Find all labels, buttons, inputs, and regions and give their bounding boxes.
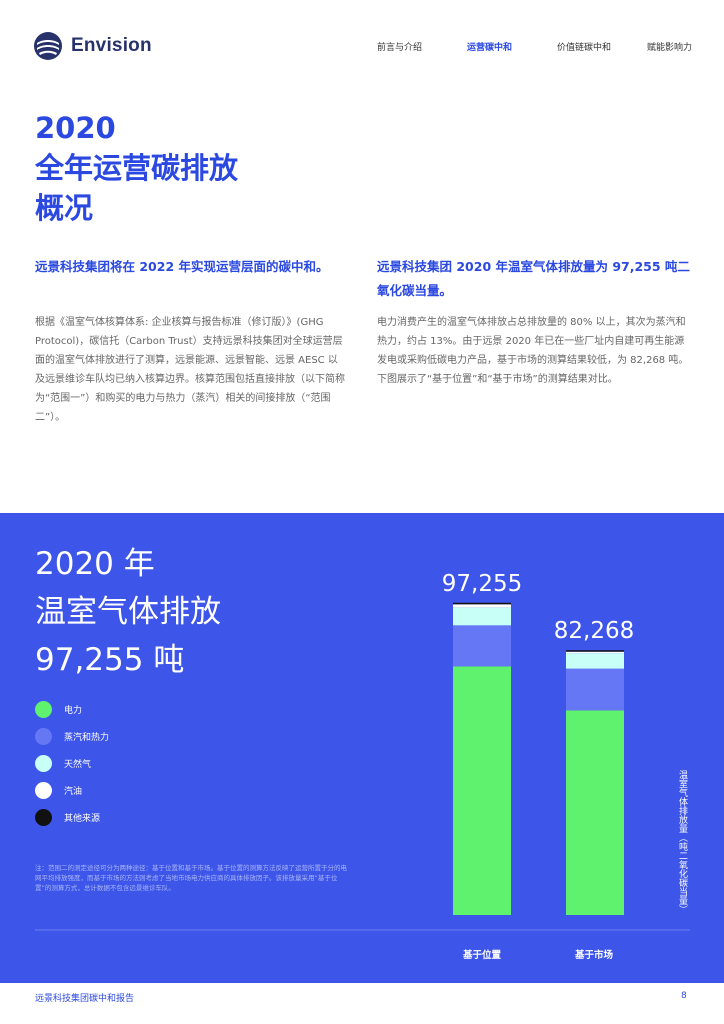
nav-item-operations[interactable]: 运营碳中和: [467, 43, 513, 53]
page-title-line: 概况: [35, 191, 94, 225]
page-title-line: 全年运营碳排放: [35, 151, 239, 185]
category-label: 基于位置: [462, 949, 502, 961]
legend-label: 蒸汽和热力: [64, 732, 110, 743]
legend-item-gasoline: 汽油: [35, 781, 109, 799]
nav-item-value-chain[interactable]: 价值链碳中和: [557, 43, 612, 53]
panel-heading-line: 2020 年: [35, 546, 155, 582]
bar-total-label: 97,255: [442, 571, 522, 597]
legend-item-electricity: 电力: [35, 700, 109, 718]
left-lead: 远景科技集团将在 2022 年实现运营层面的碳中和。: [35, 259, 329, 274]
legend-label: 天然气: [64, 759, 92, 770]
methodology-note: 注：范围二的测定途径可分为两种途径：基于位置和基于市场。基于位置的测算方法反映了…: [35, 864, 347, 892]
bar-segment: [566, 668, 624, 711]
left-body: 根据《温室气体核算体系: 企业核算与报告标准（修订版）》(GHG Protoco…: [35, 317, 345, 423]
bar-segment: [566, 710, 624, 915]
bar-segment: [566, 651, 624, 654]
nav-item-intro[interactable]: 前言与介绍: [377, 43, 423, 53]
bar-segment: [566, 653, 624, 669]
right-body: 电力消费产生的温室气体排放占总排放量的 80% 以上，其次为蒸汽和热力，约占 1…: [377, 317, 689, 385]
chart-legend: 电力 蒸汽和热力 天然气 汽油 其他来源: [35, 700, 109, 835]
y-axis-title: 温室气体排放量（吨二氧化碳当量）: [677, 770, 687, 914]
legend-dot: [35, 754, 52, 772]
legend-dot: [35, 781, 52, 799]
envision-logo-icon: [34, 32, 62, 60]
top-nav: 前言与介绍 运营碳中和 价值链碳中和 赋能影响力: [0, 40, 724, 56]
legend-dot: [35, 700, 52, 718]
bar-segment: [453, 607, 511, 626]
legend-label: 其他来源: [64, 813, 101, 824]
brand-logo[interactable]: Envision: [33, 31, 152, 61]
legend-item-natural-gas: 天然气: [35, 754, 109, 772]
bar-segment: [566, 650, 624, 652]
panel-heading-line: 温室气体排放: [35, 594, 221, 630]
legend-label: 汽油: [64, 786, 83, 797]
category-label: 基于市场: [574, 949, 614, 961]
legend-item-steam-heat: 蒸汽和热力: [35, 727, 109, 745]
nav-item-impact[interactable]: 赋能影响力: [647, 43, 693, 53]
legend-dot: [35, 808, 52, 826]
legend-label: 电力: [64, 705, 83, 716]
emissions-bar-chart: 97,255 基于位置 82,268 基于市场: [35, 571, 690, 961]
page-number: 8: [681, 991, 687, 1001]
bar-segment: [453, 666, 511, 915]
footer-report-title: 远景科技集团碳中和报告: [35, 994, 135, 1004]
panel-heading-line: 97,255 吨: [35, 642, 185, 678]
page-title: 2020 全年运营碳排放 概况: [35, 108, 238, 228]
bar-total-label: 82,268: [554, 618, 634, 644]
panel-heading: 2020 年 温室气体排放 97,255 吨: [35, 540, 221, 684]
right-lead: 远景科技集团 2020 年温室气体排放量为 97,255 吨二氧化碳当量。: [377, 259, 690, 298]
bar-segment: [453, 602, 511, 605]
legend-item-other: 其他来源: [35, 808, 109, 826]
bar-segment: [453, 604, 511, 608]
bar-segment: [453, 625, 511, 667]
page-title-line: 2020: [35, 111, 116, 145]
brand-name: Envision: [71, 35, 152, 56]
legend-dot: [35, 727, 52, 745]
